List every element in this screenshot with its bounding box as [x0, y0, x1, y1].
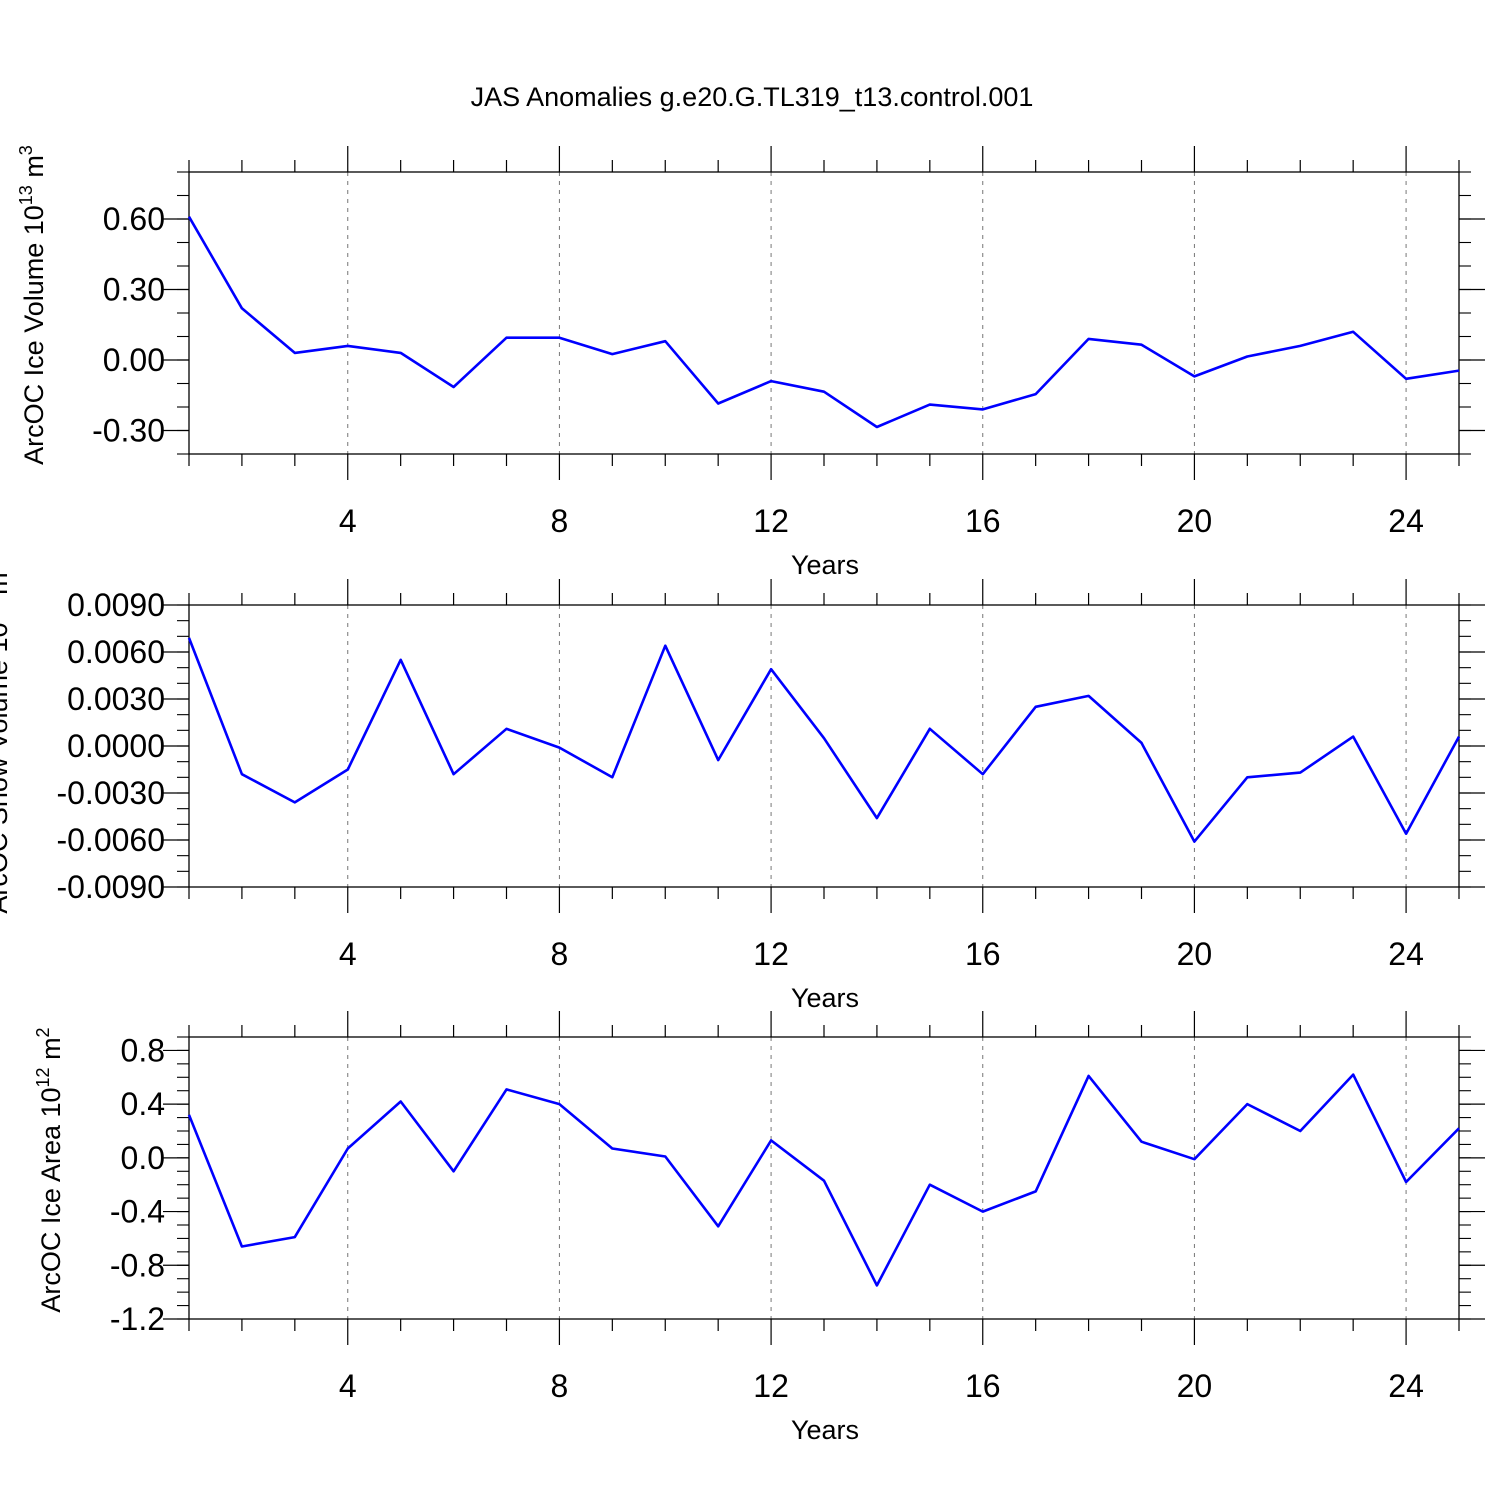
y-tick-label: -0.0060 [56, 822, 165, 858]
x-tick-label: 20 [1177, 936, 1213, 972]
y-tick-label: -0.8 [110, 1247, 165, 1283]
y-tick-label: 0.0030 [67, 681, 165, 717]
x-tick-label: 8 [551, 503, 569, 539]
x-tick-label: 20 [1177, 503, 1213, 539]
x-tick-label: 24 [1388, 936, 1424, 972]
y-tick-label: 0.0 [121, 1140, 165, 1176]
x-tick-label: 4 [339, 936, 357, 972]
ice-area-panel: -1.2 -0.8 -0.4 0.0 0.4 0.8 4 8 12 16 20 24 Years ArcO… [33, 1011, 1485, 1445]
y-tick-label: -0.0090 [56, 869, 165, 905]
figure-title: JAS Anomalies g.e20.G.TL319_t13.control.… [471, 82, 1034, 112]
x-tick-label: 20 [1177, 1368, 1213, 1404]
y-tick-label: 0.30 [103, 272, 165, 308]
y-tick-label: 0.8 [121, 1032, 165, 1068]
y-tick-label: -0.4 [110, 1194, 165, 1230]
ice-volume-panel: -0.30 0.00 0.30 0.60 4 8 12 16 20 24 Years ArcOC Ic… [16, 145, 1485, 580]
y-axis-label: ArcOC Snow Volume 1013 m3 [0, 562, 13, 913]
y-tick-label: 0.4 [121, 1086, 165, 1122]
x-tick-label: 16 [965, 503, 1001, 539]
snow-volume-panel: -0.0090 -0.0060 -0.0030 0.0000 0.0030 0.0060 0… [0, 562, 1485, 1013]
x-tick-label: 8 [551, 1368, 569, 1404]
x-tick-label: 16 [965, 936, 1001, 972]
x-tick-label: 12 [753, 936, 789, 972]
x-axis-label: Years [791, 983, 859, 1013]
x-tick-label: 4 [339, 503, 357, 539]
x-tick-label: 12 [753, 1368, 789, 1404]
x-tick-label: 24 [1388, 503, 1424, 539]
x-axis-label: Years [791, 1415, 859, 1445]
y-tick-label: 0.0000 [67, 728, 165, 764]
y-tick-label: 0.60 [103, 201, 165, 237]
x-tick-label: 16 [965, 1368, 1001, 1404]
y-tick-label: -0.0030 [56, 775, 165, 811]
y-axis-label: ArcOC Ice Volume 1013 m3 [16, 145, 49, 465]
y-tick-label: -1.2 [110, 1301, 165, 1337]
y-tick-label: 0.0060 [67, 634, 165, 670]
x-tick-label: 4 [339, 1368, 357, 1404]
y-tick-label: 0.00 [103, 342, 165, 378]
x-tick-label: 24 [1388, 1368, 1424, 1404]
x-tick-label: 8 [551, 936, 569, 972]
y-tick-label: 0.0090 [67, 587, 165, 623]
x-tick-label: 12 [753, 503, 789, 539]
y-axis-label: ArcOC Ice Area 1012 m2 [33, 1027, 66, 1312]
y-tick-label: -0.30 [92, 413, 165, 449]
x-axis-label: Years [791, 550, 859, 580]
